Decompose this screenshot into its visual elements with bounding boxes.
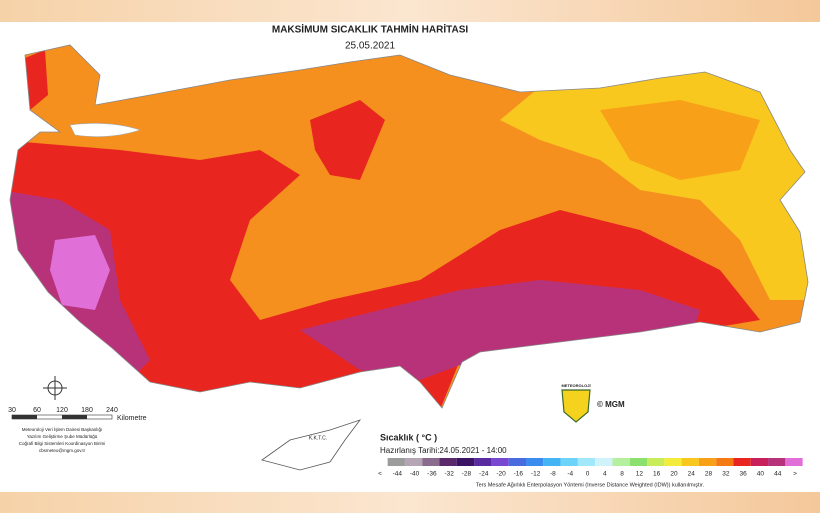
logo-text: METEOROLOJİ: [561, 383, 590, 388]
credit-line: Coğrafi Bilgi Sistemleri Koordinasyon Bi…: [19, 441, 106, 446]
legend-tick-label: 20: [670, 471, 678, 478]
legend-swatch: [525, 458, 544, 466]
compass: [43, 376, 67, 400]
legend-tick-label: -16: [514, 471, 524, 478]
legend-tick-label: 36: [740, 471, 748, 478]
cyprus-inset: [261, 419, 362, 471]
legend-tick-label: <: [378, 471, 382, 478]
legend-swatch: [681, 458, 699, 466]
top-band: [0, 0, 820, 22]
legend-swatch: [595, 458, 613, 466]
scale-label: 180: [81, 407, 93, 414]
legend-tick-label: -4: [567, 471, 573, 478]
legend: < -44 -40 -36 -32 -28 -24 -20 -16 -12 -8 -4 0 4 8 12 16 2…: [378, 458, 803, 478]
legend-swatch: [733, 458, 751, 466]
mgm-logo: [561, 389, 591, 423]
legend-swatch: [387, 458, 405, 466]
map-date: 25.05.2021: [345, 41, 395, 52]
legend-swatch: [629, 458, 648, 466]
credit-line: Yazılım Geliştirme Şube Müdürlüğü: [27, 434, 98, 439]
legend-tick-label: 8: [620, 471, 624, 478]
legend-swatch: [612, 458, 630, 466]
legend-swatch: [768, 458, 786, 466]
credit-line: Meteoroloji Veri İşlem Dairesi Başkanlığ…: [22, 426, 103, 432]
scale-label: 240: [106, 407, 118, 414]
legend-tick-label: 40: [757, 471, 765, 478]
legend-tick-label: 4: [603, 471, 607, 478]
map-title: MAKSİMUM SICAKLIK TAHMİN HARİTASI: [272, 23, 469, 36]
legend-prepared: Hazırlanış Tarihi:24.05.2021 - 14:00: [380, 446, 507, 455]
legend-title: Sıcaklık ( °C ): [380, 432, 437, 442]
legend-tick-label: -28: [462, 471, 472, 478]
legend-tick-label: -24: [479, 471, 489, 478]
marmara-sea: [69, 123, 141, 137]
legend-tick-label: 32: [722, 471, 730, 478]
scale-bar: [11, 414, 113, 420]
legend-swatch: [698, 458, 717, 466]
legend-tick-label: 44: [774, 471, 782, 478]
legend-tick-label: 0: [586, 471, 590, 478]
country-outline: [9, 44, 809, 409]
legend-swatch: [577, 458, 596, 466]
legend-note: Ters Mesafe Ağırlıklı Enterpolasyon Yönt…: [476, 482, 705, 488]
scale-label: 30: [8, 407, 16, 414]
legend-swatch: [404, 458, 423, 466]
legend-swatch: [785, 458, 803, 466]
legend-swatch: [491, 458, 509, 466]
bottom-band: [0, 492, 820, 513]
legend-swatch: [664, 458, 682, 466]
legend-swatch: [422, 458, 440, 466]
credits: Meteoroloji Veri İşlem Dairesi Başkanlığ…: [19, 426, 106, 453]
legend-swatch: [456, 458, 475, 466]
legend-tick-label: 28: [705, 471, 713, 478]
scale-label: 60: [33, 407, 41, 414]
legend-tick-label: -40: [410, 471, 420, 478]
legend-swatch: [474, 458, 492, 466]
scale-label: 120: [56, 407, 68, 414]
legend-tick-label: -20: [496, 471, 506, 478]
legend-swatch: [750, 458, 769, 466]
legend-tick-label: -36: [427, 471, 437, 478]
legend-tick-label: 16: [653, 471, 661, 478]
legend-tick-label: 12: [636, 471, 644, 478]
logo-copyright: © MGM: [597, 400, 625, 409]
scale-labels: 30 60 120 180 240: [8, 407, 118, 414]
legend-tick-label: -44: [393, 471, 403, 478]
legend-tick-label: -32: [444, 471, 454, 478]
legend-swatch: [543, 458, 561, 466]
scale-unit: Kilometre: [117, 415, 147, 422]
legend-swatch: [716, 458, 734, 466]
legend-swatch: [439, 458, 457, 466]
legend-tick-label: -12: [531, 471, 541, 478]
legend-tick-label: >: [793, 471, 797, 478]
legend-tick-label: -8: [550, 471, 556, 478]
legend-swatch: [508, 458, 526, 466]
legend-swatch: [560, 458, 578, 466]
legend-swatch: [647, 458, 665, 466]
legend-tick-label: 24: [688, 471, 696, 478]
inset-label: K.K.T.C.: [309, 435, 327, 441]
credit-line: cbsmeteo@mgm.gov.tr: [39, 448, 86, 453]
